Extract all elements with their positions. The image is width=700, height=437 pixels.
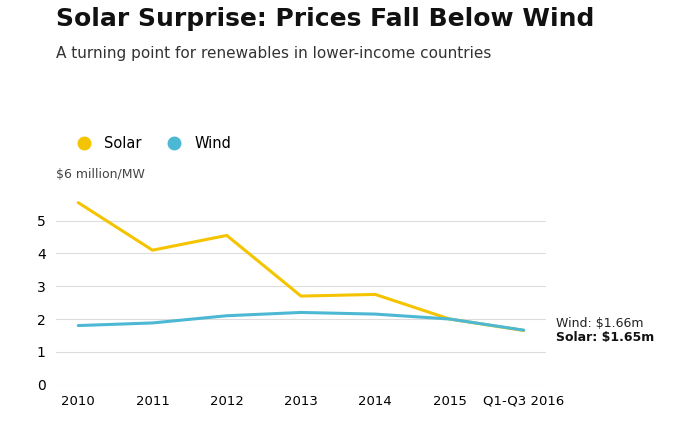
Text: Solar Surprise: Prices Fall Below Wind: Solar Surprise: Prices Fall Below Wind: [56, 7, 594, 31]
Text: $6 million/MW: $6 million/MW: [56, 168, 145, 181]
Text: Solar: $1.65m: Solar: $1.65m: [556, 330, 654, 343]
Text: Wind: $1.66m: Wind: $1.66m: [556, 317, 644, 330]
Text: A turning point for renewables in lower-income countries: A turning point for renewables in lower-…: [56, 46, 491, 61]
Legend: Solar, Wind: Solar, Wind: [63, 130, 237, 157]
